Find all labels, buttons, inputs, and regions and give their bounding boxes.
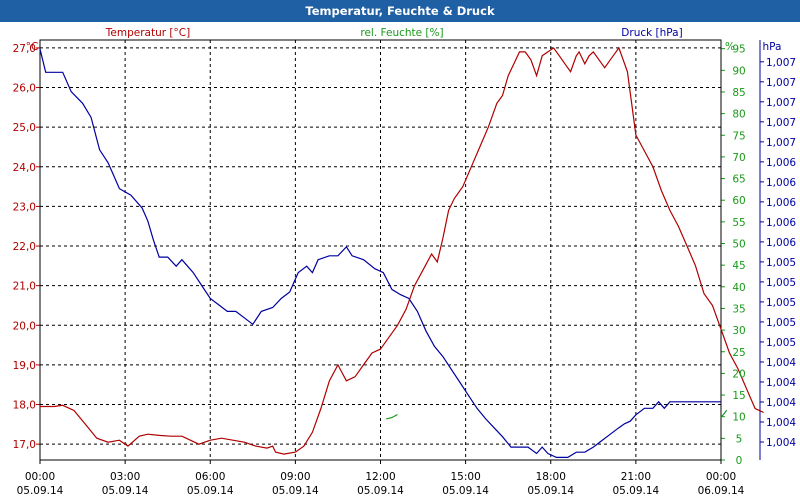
humidity-axis-unit: % <box>725 41 735 53</box>
humidity-tick-label: 10 <box>732 412 745 424</box>
pressure-tick-label: 1,007 <box>766 137 796 149</box>
humidity-tick-label: 55 <box>732 217 745 229</box>
x-tick-date: 06.09.14 <box>698 485 745 497</box>
x-tick-label: 12:00 <box>365 471 395 483</box>
x-tick-label: 21:00 <box>621 471 651 483</box>
pressure-tick-label: 1,006 <box>766 157 796 169</box>
humidity-tick-label: 90 <box>732 65 745 77</box>
humidity-tick-label: 35 <box>732 303 745 315</box>
temp-tick-label: 23,0 <box>13 201 36 213</box>
x-tick-label: 00:00 <box>706 471 736 483</box>
x-tick-label: 00:00 <box>25 471 55 483</box>
temp-tick-label: 22,0 <box>13 241 36 253</box>
pressure-tick-label: 1,005 <box>766 337 796 349</box>
pressure-tick-label: 1,007 <box>766 117 796 129</box>
pressure-axis-unit: hPa <box>763 41 782 53</box>
x-tick-date: 05.09.14 <box>442 485 489 497</box>
temp-tick-label: 26,0 <box>13 83 36 95</box>
humidity-tick-label: 30 <box>732 325 745 337</box>
pressure-tick-label: 1,007 <box>766 97 796 109</box>
humidity-tick-label: 5 <box>736 433 743 445</box>
temp-tick-label: 19,0 <box>13 360 36 372</box>
x-tick-date: 05.09.14 <box>612 485 659 497</box>
humidity-tick-label: 25 <box>732 347 745 359</box>
pressure-tick-label: 1,004 <box>766 437 796 449</box>
humidity-tick-label: 60 <box>732 195 745 207</box>
temp-tick-label: 27,0 <box>13 43 36 55</box>
x-tick-label: 15:00 <box>450 471 480 483</box>
humidity-tick-label: 0 <box>736 455 743 467</box>
temp-tick-label: 24,0 <box>13 162 36 174</box>
temperature-series-line <box>40 46 764 455</box>
x-tick-label: 09:00 <box>280 471 310 483</box>
pressure-tick-label: 1,005 <box>766 297 796 309</box>
legend-temperature: Temperatur [°C] <box>105 27 190 39</box>
x-tick-date: 05.09.14 <box>357 485 404 497</box>
grid <box>40 40 721 460</box>
temp-tick-label: 17,0 <box>13 439 36 451</box>
legend-humidity: rel. Feuchte [%] <box>360 27 443 39</box>
pressure-tick-label: 1,006 <box>766 237 796 249</box>
humidity-tick-label: 75 <box>732 130 745 142</box>
temp-tick-label: 21,0 <box>13 281 36 293</box>
pressure-tick-label: 1,004 <box>766 377 796 389</box>
pressure-tick-label: 1,005 <box>766 277 796 289</box>
pressure-tick-label: 1,006 <box>766 197 796 209</box>
humidity-tick-label: 80 <box>732 109 745 121</box>
x-tick-date: 05.09.14 <box>17 485 64 497</box>
humidity-tick-label: 70 <box>732 152 745 164</box>
pressure-tick-label: 1,004 <box>766 397 796 409</box>
pressure-tick-label: 1,005 <box>766 257 796 269</box>
humidity-tick-label: 45 <box>732 260 745 272</box>
x-tick-date: 05.09.14 <box>187 485 234 497</box>
series-layer <box>39 46 764 458</box>
temp-tick-label: 18,0 <box>13 400 36 412</box>
axes <box>36 39 764 464</box>
plot-frame <box>39 39 722 461</box>
humidity-tick-label: 50 <box>732 239 745 251</box>
pressure-series-line <box>39 48 721 458</box>
pressure-tick-label: 1,006 <box>766 177 796 189</box>
x-tick-label: 03:00 <box>110 471 140 483</box>
pressure-tick-label: 1,007 <box>766 57 796 69</box>
humidity-series-line <box>720 409 728 418</box>
labels: 00:00 05.09.14 03:00 05.09.14 06:00 05.09.14 0… <box>13 27 797 497</box>
x-tick-label: 18:00 <box>536 471 566 483</box>
x-tick-date: 05.09.14 <box>527 485 574 497</box>
pressure-tick-label: 1,004 <box>766 357 796 369</box>
pressure-tick-label: 1,006 <box>766 217 796 229</box>
pressure-tick-label: 1,005 <box>766 317 796 329</box>
temp-tick-label: 20,0 <box>13 320 36 332</box>
humidity-tick-label: 85 <box>732 87 745 99</box>
x-tick-date: 05.09.14 <box>102 485 149 497</box>
temp-axis-unit: °C <box>26 41 39 53</box>
x-tick-date: 05.09.14 <box>272 485 319 497</box>
humidity-tick-label: 15 <box>732 390 745 402</box>
pressure-tick-label: 1,007 <box>766 77 796 89</box>
temp-tick-label: 25,0 <box>13 122 36 134</box>
pressure-tick-label: 1,004 <box>766 417 796 429</box>
humidity-tick-label: 95 <box>732 44 745 56</box>
x-tick-label: 06:00 <box>195 471 225 483</box>
humidity-tick-label: 65 <box>732 174 745 186</box>
humidity-tick-label: 40 <box>732 282 745 294</box>
chart-title: Temperatur, Feuchte & Druck <box>0 0 800 22</box>
legend-pressure: Druck [hPa] <box>621 27 682 39</box>
humidity-tick-label: 20 <box>732 368 745 380</box>
humidity-series-line <box>386 413 398 420</box>
